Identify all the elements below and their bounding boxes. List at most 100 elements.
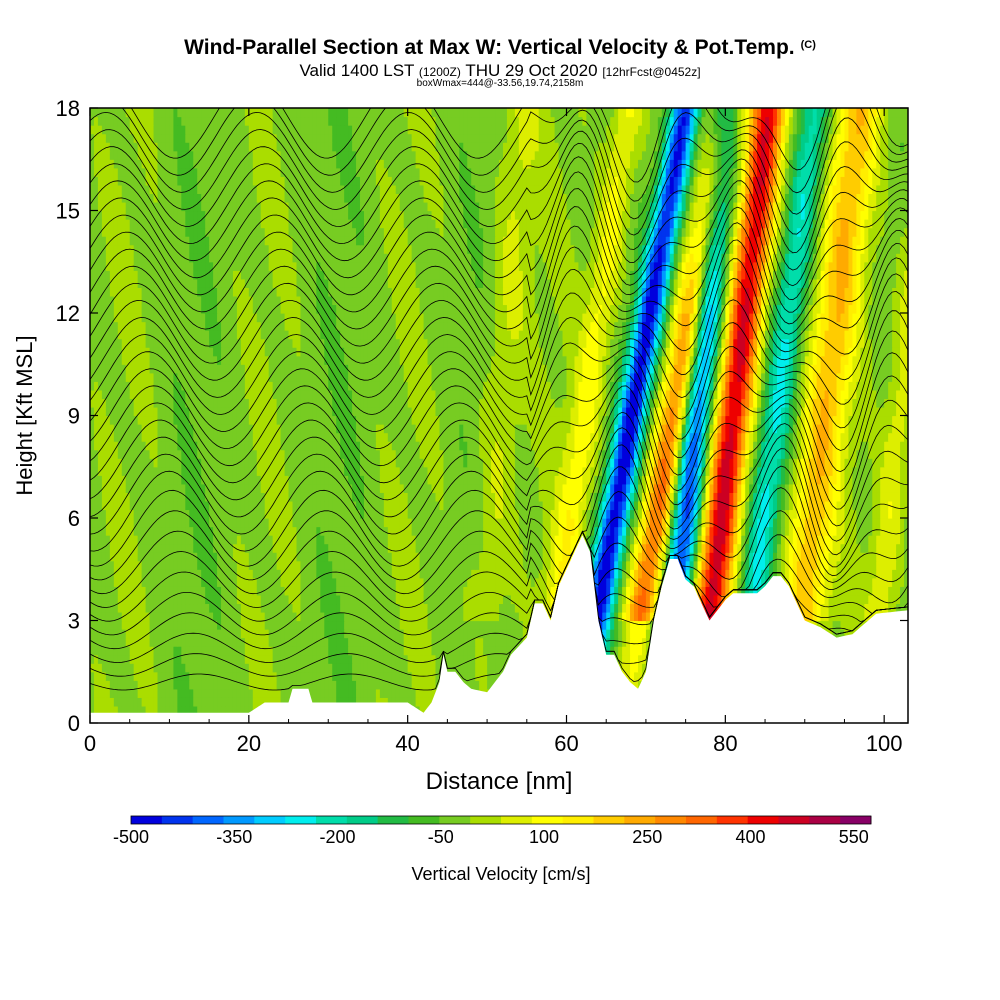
velocity-cell [121,697,127,707]
velocity-cell [336,569,341,579]
velocity-cell [383,569,389,579]
velocity-cell [665,509,671,519]
velocity-cell [407,654,413,664]
velocity-cell [765,543,770,553]
velocity-cell [129,705,135,716]
velocity-cell [308,594,313,605]
velocity-cell [884,466,889,476]
velocity-cell [133,526,139,536]
velocity-cell [93,552,99,562]
velocity-cell [483,560,488,570]
velocity-cell [109,560,115,570]
velocity-cell [141,705,147,716]
velocity-cell [487,646,492,656]
velocity-cell [626,518,631,528]
velocity-cell [189,518,194,528]
velocity-cell [280,646,286,656]
velocity-cell [387,560,393,570]
velocity-cell [423,688,429,698]
velocity-cell [312,629,317,639]
velocity-cell [745,475,750,485]
velocity-cell [518,543,524,553]
velocity-cell [221,560,226,570]
velocity-cell [816,475,822,485]
velocity-cell [352,492,357,502]
velocity-cell [232,483,238,493]
velocity-cell [232,637,238,647]
velocity-cell [741,552,746,562]
velocity-cell [884,518,889,528]
velocity-cell [256,483,262,493]
velocity-cell [125,569,131,579]
velocity-cell [340,535,345,545]
velocity-cell [542,586,548,596]
velocity-cell [185,569,190,579]
velocity-cell [363,552,369,562]
velocity-cell [637,646,643,656]
velocity-cell [391,518,397,528]
velocity-cell [90,500,95,511]
velocity-cell [479,577,484,587]
velocity-cell [217,577,222,587]
velocity-cell [415,680,421,690]
velocity-cell [344,646,349,656]
velocity-cell [459,577,464,587]
velocity-cell [753,492,758,502]
velocity-cell [129,654,135,664]
velocity-cell [244,611,250,622]
velocity-cell [554,552,560,562]
velocity-cell [113,611,119,622]
velocity-cell [491,458,496,468]
velocity-cell [300,560,306,570]
velocity-cell [495,483,500,493]
velocity-cell [125,697,131,707]
velocity-cell [133,509,139,519]
velocity-cell [300,518,306,528]
velocity-cell [649,509,655,519]
velocity-cell [677,543,683,553]
velocity-cell [534,569,540,579]
velocity-cell [721,509,726,519]
velocity-cell [796,500,802,511]
velocity-cell [443,500,448,511]
velocity-cell [848,492,854,502]
velocity-cell [514,637,520,647]
velocity-cell [165,543,171,553]
velocity-cell [300,552,306,562]
velocity-cell [864,535,869,545]
velocity-cell [383,594,389,605]
velocity-cell [90,569,95,579]
velocity-cell [395,688,401,698]
velocity-cell [121,475,127,485]
velocity-cell [733,500,738,511]
velocity-cell [244,663,250,673]
velocity-cell [526,458,532,468]
velocity-cell [483,663,488,673]
velocity-cell [288,586,294,596]
velocity-cell [399,458,405,468]
velocity-cell [153,552,159,562]
velocity-cell [792,492,798,502]
velocity-cell [832,543,838,553]
velocity-cell [181,646,186,656]
velocity-cell [105,654,111,664]
velocity-cell [697,535,703,545]
velocity-cell [232,509,238,519]
velocity-cell [451,535,456,545]
velocity-cell [201,509,206,519]
velocity-cell [296,500,302,511]
velocity-cell [292,577,298,587]
velocity-cell [499,458,504,468]
velocity-cell [705,586,711,596]
velocity-cell [93,535,99,545]
velocity-cell [101,594,107,605]
velocity-cell [395,663,401,673]
velocity-cell [149,569,155,579]
velocity-cell [185,577,190,587]
velocity-cell [800,500,806,511]
velocity-cell [630,594,635,605]
velocity-cell [471,620,476,630]
velocity-cell [117,466,123,476]
velocity-cell [804,483,810,493]
velocity-cell [356,680,361,690]
